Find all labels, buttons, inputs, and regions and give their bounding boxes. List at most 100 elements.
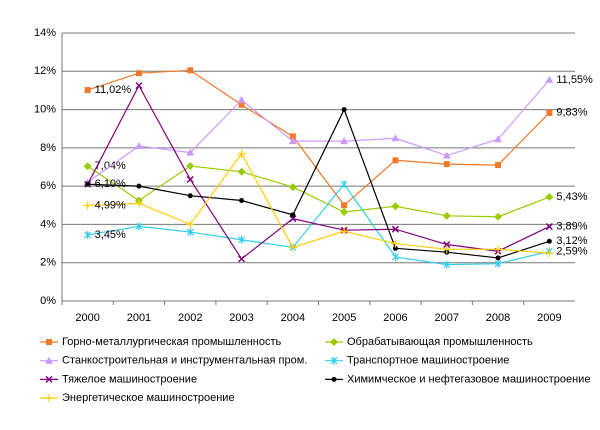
- legend-label: Энергетическое машиностроение: [62, 392, 235, 404]
- marker: [186, 162, 195, 171]
- series-line: [87, 183, 550, 266]
- y-tick-label: 8%: [40, 142, 56, 154]
- marker: [340, 180, 348, 189]
- marker: [288, 243, 297, 252]
- legend-marker: [46, 339, 52, 345]
- marker: [341, 202, 348, 209]
- marker: [289, 215, 297, 223]
- marker: [392, 157, 399, 164]
- y-tick-label: 4%: [40, 218, 56, 230]
- data-label: 9,83%: [556, 107, 587, 119]
- legend-label: Горно-металлургическая промышленность: [62, 336, 282, 348]
- marker: [546, 238, 552, 244]
- marker: [391, 134, 400, 142]
- marker: [545, 249, 554, 258]
- marker: [238, 235, 245, 244]
- marker: [84, 230, 92, 239]
- x-tick-label: 2007: [435, 312, 459, 324]
- legend-label: Тяжелое машиностроение: [62, 373, 197, 385]
- marker: [135, 222, 143, 231]
- marker: [186, 228, 194, 237]
- y-tick-label: 10%: [34, 103, 56, 115]
- marker: [83, 201, 92, 210]
- y-tick-label: 12%: [34, 65, 56, 77]
- marker: [134, 141, 143, 149]
- marker: [442, 151, 451, 159]
- legend-label: Станкостроительная и инструментальная пр…: [62, 355, 307, 367]
- marker: [135, 82, 143, 90]
- marker: [238, 255, 246, 263]
- marker: [186, 148, 195, 156]
- marker: [494, 135, 503, 143]
- data-label: 3,89%: [556, 220, 587, 232]
- data-label: 11,02%: [95, 84, 132, 96]
- series-line: [87, 165, 550, 218]
- x-tick-label: 2004: [281, 312, 305, 324]
- marker: [135, 70, 142, 77]
- x-tick-label: 2005: [332, 312, 356, 324]
- marker: [340, 207, 349, 216]
- marker: [494, 212, 503, 221]
- legend-label: Обрабатывающая промышленность: [347, 336, 533, 348]
- x-tick-label: 2001: [127, 312, 151, 324]
- marker: [134, 199, 143, 208]
- marker: [391, 202, 400, 211]
- marker: [392, 252, 399, 261]
- marker: [443, 240, 451, 249]
- marker: [238, 101, 245, 108]
- y-tick-label: 14%: [34, 27, 56, 39]
- legend-marker: [45, 356, 53, 364]
- legend-marker: [331, 376, 337, 382]
- marker: [288, 137, 297, 145]
- legend-marker: [330, 356, 338, 365]
- marker: [290, 212, 296, 218]
- marker: [494, 259, 502, 268]
- x-tick-label: 2002: [178, 312, 202, 324]
- series-line: [87, 152, 550, 254]
- marker: [392, 245, 398, 251]
- marker: [545, 75, 554, 83]
- data-label: 3,12%: [556, 235, 587, 247]
- marker: [545, 193, 554, 202]
- x-tick-label: 2000: [75, 312, 99, 324]
- marker: [340, 227, 349, 236]
- series-line: [87, 79, 550, 183]
- series-line: [87, 69, 550, 207]
- data-label: 4,99%: [95, 199, 126, 211]
- y-tick-label: 2%: [40, 257, 56, 269]
- marker: [237, 167, 246, 176]
- data-label: 3,45%: [95, 229, 126, 241]
- marker: [187, 193, 193, 199]
- marker: [289, 133, 296, 140]
- y-tick-label: 6%: [40, 180, 56, 192]
- marker: [495, 255, 501, 261]
- marker: [136, 183, 142, 189]
- marker: [341, 107, 347, 113]
- marker: [443, 161, 450, 168]
- data-label: 11,55%: [556, 74, 593, 86]
- marker: [546, 109, 553, 116]
- marker: [340, 137, 349, 145]
- series-line: [87, 108, 550, 259]
- series-line: [87, 84, 550, 260]
- marker: [391, 239, 400, 248]
- marker: [288, 183, 297, 192]
- marker: [84, 87, 91, 94]
- marker: [237, 96, 246, 103]
- legend-label: Транспортное машиностроение: [347, 355, 509, 367]
- marker: [495, 162, 502, 169]
- data-label: 5,43%: [556, 191, 587, 203]
- x-tick-label: 2009: [537, 312, 561, 324]
- marker: [83, 162, 92, 171]
- x-tick-label: 2006: [383, 312, 407, 324]
- marker: [391, 225, 399, 233]
- marker: [442, 211, 451, 220]
- marker: [85, 181, 91, 187]
- x-tick-label: 2008: [486, 312, 510, 324]
- legend-marker: [45, 394, 53, 403]
- marker: [545, 223, 553, 231]
- marker: [187, 67, 194, 74]
- marker: [443, 260, 451, 269]
- marker: [186, 175, 194, 183]
